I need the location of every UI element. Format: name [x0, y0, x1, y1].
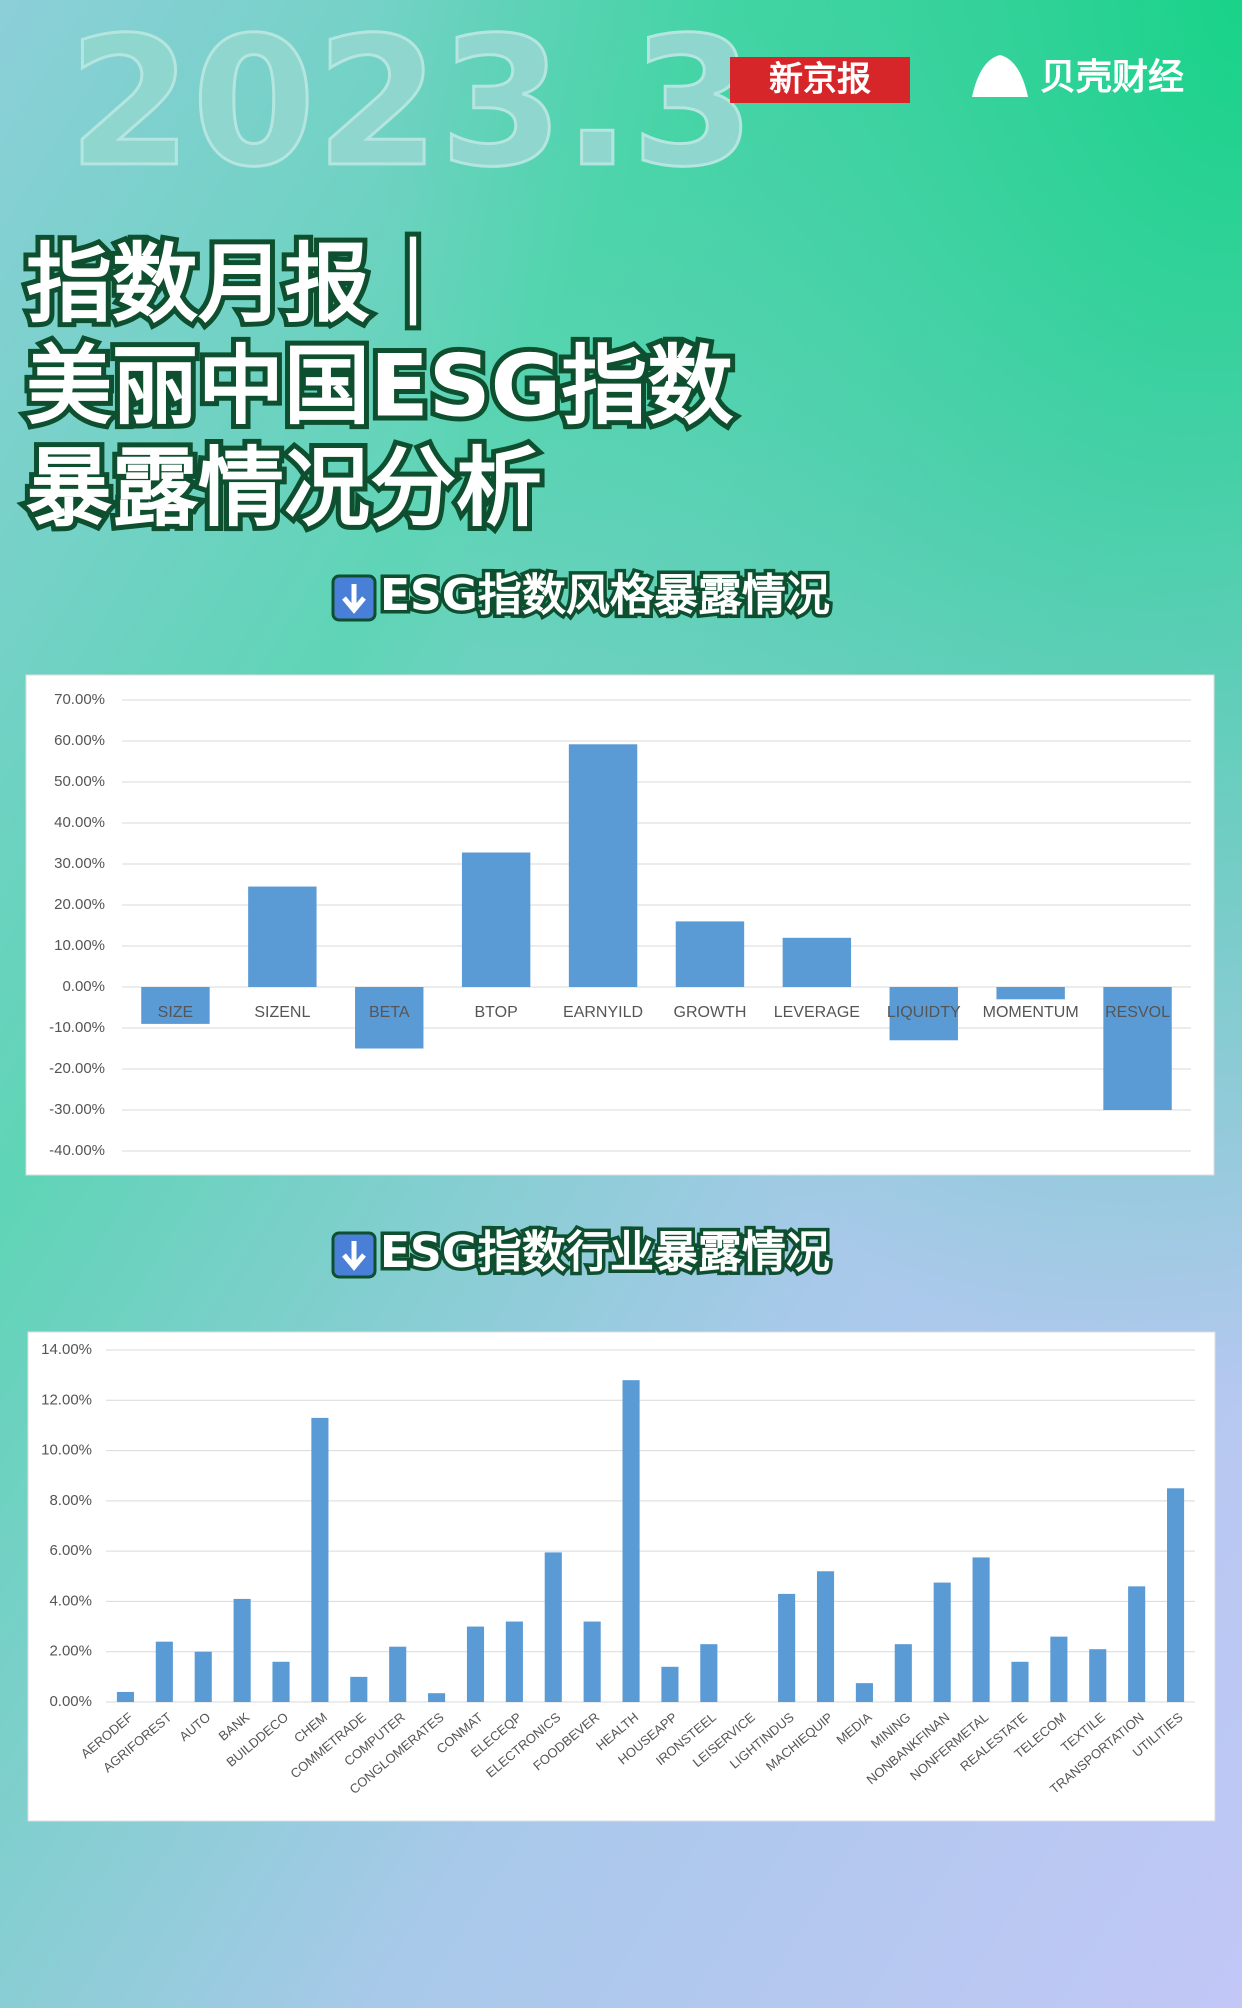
- y-tick-label: -40.00%: [49, 1142, 105, 1159]
- y-tick-label: 12.00%: [41, 1391, 92, 1408]
- bar: [1128, 1586, 1146, 1702]
- x-tick-label: EARNYILD: [563, 1004, 643, 1021]
- y-tick-label: 70.00%: [54, 691, 105, 708]
- bar: [155, 1641, 173, 1702]
- y-tick-label: 40.00%: [54, 814, 105, 831]
- down-arrow-icon: [331, 1231, 377, 1279]
- chart-panel: [27, 1331, 1216, 1822]
- x-tick-label: SIZENL: [254, 1004, 310, 1021]
- bar: [568, 744, 638, 987]
- bar: [466, 1626, 485, 1702]
- y-tick-label: 10.00%: [54, 937, 105, 954]
- logo-xjb: 新京报: [769, 60, 871, 100]
- bar: [194, 1651, 212, 1702]
- title-line: 指数月报｜: [26, 234, 456, 334]
- bar: [622, 1380, 640, 1702]
- logo-box: [730, 57, 910, 103]
- bar: [461, 852, 531, 987]
- x-tick-label: GROWTH: [674, 1004, 747, 1021]
- x-tick-label: BTOP: [475, 1004, 518, 1021]
- bar: [894, 1644, 912, 1702]
- y-tick-label: 2.00%: [49, 1643, 92, 1660]
- y-tick-label: -30.00%: [49, 1101, 105, 1118]
- bar: [778, 1593, 796, 1702]
- bar: [1089, 1649, 1107, 1702]
- y-tick-label: 60.00%: [54, 732, 105, 749]
- x-tick-label: MOMENTUM: [983, 1004, 1079, 1021]
- bar: [389, 1646, 407, 1702]
- x-tick-label: RESVOL: [1105, 1004, 1170, 1021]
- bar: [141, 987, 210, 1024]
- bar: [355, 987, 424, 1049]
- bar: [505, 1621, 523, 1702]
- bar: [972, 1557, 990, 1702]
- date: 2023.3: [68, 0, 755, 206]
- bar: [996, 987, 1065, 1000]
- bar: [583, 1621, 601, 1702]
- title-line: 美丽中国ESG指数: [26, 336, 733, 436]
- title-line: 暴露情况分析: [26, 438, 542, 538]
- y-tick-label: 50.00%: [54, 773, 105, 790]
- bar: [1050, 1636, 1068, 1702]
- bar: [816, 1571, 835, 1702]
- bar: [350, 1676, 368, 1702]
- section-title: ESG指数风格暴露情况: [380, 570, 830, 621]
- bar: [933, 1582, 951, 1702]
- y-tick-label: 0.00%: [49, 1693, 92, 1710]
- y-tick-label: 8.00%: [49, 1492, 92, 1509]
- x-tick-label: SIZE: [158, 1004, 194, 1021]
- bar: [855, 1683, 873, 1702]
- bar: [1166, 1488, 1185, 1702]
- y-tick-label: 30.00%: [54, 855, 105, 872]
- y-tick-label: -20.00%: [49, 1060, 105, 1077]
- y-tick-label: 0.00%: [62, 978, 105, 995]
- bar: [661, 1666, 679, 1702]
- bar: [233, 1598, 251, 1702]
- bar: [311, 1417, 329, 1702]
- x-tick-label: LEVERAGE: [774, 1004, 860, 1021]
- bar: [272, 1661, 290, 1702]
- y-tick-label: 14.00%: [41, 1341, 92, 1358]
- bar: [544, 1552, 562, 1702]
- bar: [675, 921, 745, 987]
- bar: [116, 1691, 135, 1702]
- x-tick-label: LIQUIDTY: [887, 1004, 961, 1021]
- bar: [248, 886, 317, 987]
- bar: [700, 1644, 718, 1702]
- y-tick-label: 4.00%: [49, 1592, 92, 1609]
- bar: [428, 1693, 446, 1702]
- y-tick-label: 6.00%: [49, 1542, 92, 1559]
- y-tick-label: 10.00%: [41, 1442, 92, 1459]
- y-tick-label: 20.00%: [54, 896, 105, 913]
- bar: [1103, 987, 1172, 1110]
- shell-icon: [972, 55, 1028, 97]
- logo-bkcj: 贝壳财经: [1040, 57, 1184, 98]
- bar: [889, 987, 958, 1041]
- x-tick-label: BETA: [369, 1004, 410, 1021]
- y-tick-label: -10.00%: [49, 1019, 105, 1036]
- bar: [782, 937, 852, 987]
- bar: [1011, 1661, 1029, 1702]
- down-arrow-icon: [331, 574, 377, 622]
- section-title: ESG指数行业暴露情况: [380, 1227, 830, 1278]
